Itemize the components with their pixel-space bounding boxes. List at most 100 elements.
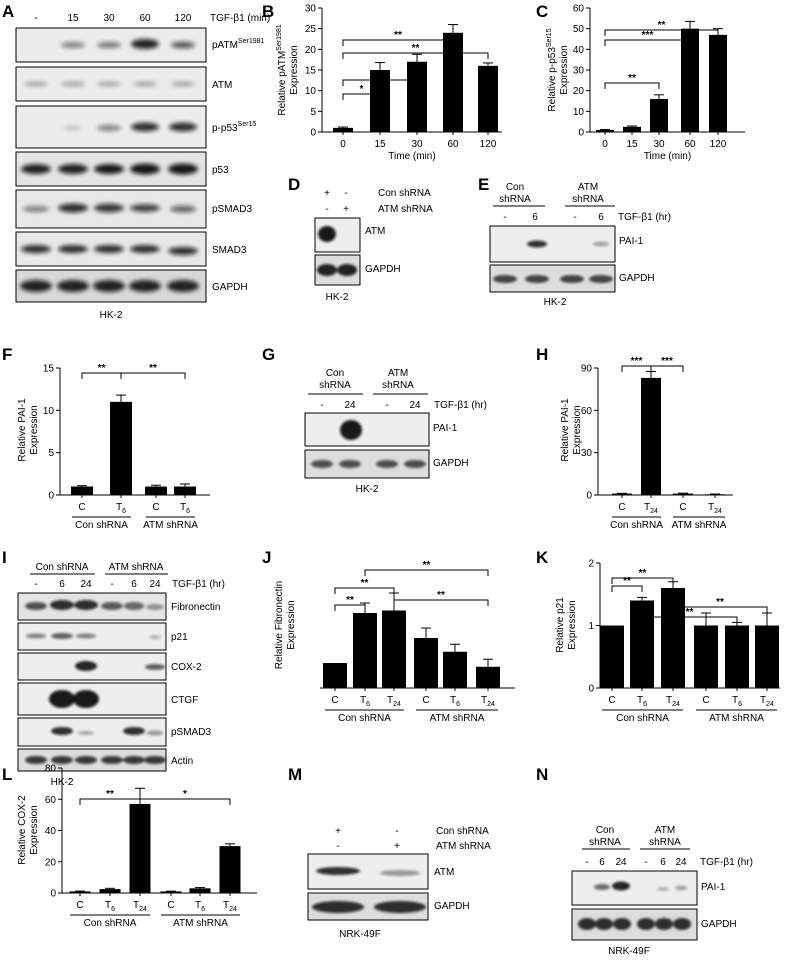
band xyxy=(97,42,121,48)
d-mark: - xyxy=(325,204,328,215)
bar-k xyxy=(630,600,654,688)
band xyxy=(50,600,74,610)
m-mark: + xyxy=(394,841,400,852)
bar-l xyxy=(69,891,91,893)
d-mark: - xyxy=(344,188,347,199)
band xyxy=(97,81,121,87)
band xyxy=(58,203,88,213)
band xyxy=(595,918,613,930)
significance-bracket-k xyxy=(672,606,768,613)
n-lane: 6 xyxy=(660,857,666,868)
cell-line-label-e: HK-2 xyxy=(544,297,567,308)
group-label-atm-j: ATM shRNA xyxy=(430,713,485,724)
cell-line-label-m: NRK-49F xyxy=(339,929,381,940)
band xyxy=(525,275,549,283)
i-lane: 24 xyxy=(80,579,92,590)
blot-label-n-gapdh: GAPDH xyxy=(701,919,737,930)
band xyxy=(339,460,361,468)
band xyxy=(25,756,47,764)
i-lane: 6 xyxy=(59,579,65,590)
x-axis-label-c: Time (min) xyxy=(644,151,691,162)
y-tick-label-h: 90 xyxy=(581,364,593,375)
y-tick-label-c: 20 xyxy=(573,86,585,97)
i-lane: - xyxy=(110,579,113,590)
e-lane: - xyxy=(573,212,576,223)
x-tick-label-j: T6 xyxy=(450,695,460,708)
n-group-con-1: Con xyxy=(596,825,614,836)
significance-bracket-k xyxy=(611,585,643,592)
x-tick-label-l: T24 xyxy=(133,900,147,913)
significance-bracket-k xyxy=(611,577,674,584)
panel-letter-h: H xyxy=(536,345,548,364)
n-group-atm-2: shRNA xyxy=(649,837,681,848)
band xyxy=(58,245,88,253)
blot-label-m-atm: ATM xyxy=(434,867,454,878)
x-tick-label-l: T6 xyxy=(195,900,205,913)
significance-label-h: *** xyxy=(661,356,673,367)
y-tick-label-b: 30 xyxy=(305,4,317,15)
significance-bracket-k xyxy=(641,616,738,623)
treatment-label-n: TGF-β1 (hr) xyxy=(700,857,753,868)
blot-label-i-p21: p21 xyxy=(171,632,188,643)
blot-label-i-psmad3: pSMAD3 xyxy=(171,727,211,738)
bar-h xyxy=(612,493,632,495)
x-tick-label-c: 0 xyxy=(602,139,608,150)
bar-f xyxy=(174,486,196,495)
blot-label-a-pp53: p-p53Ser15 xyxy=(212,121,256,134)
y-tick-label-b: 15 xyxy=(305,66,317,77)
band xyxy=(316,867,360,875)
y-tick-label-f: 0 xyxy=(48,491,54,502)
group-label-con-k: Con shRNA xyxy=(616,713,669,724)
band xyxy=(123,756,145,764)
cell-line-label-d: HK-2 xyxy=(326,292,349,303)
group-label-atm-k: ATM shRNA xyxy=(709,713,764,724)
group-label-atm-f: ATM shRNA xyxy=(143,520,198,531)
significance-bracket-c xyxy=(604,29,719,36)
panel-letter-m: M xyxy=(288,765,302,784)
significance-label-c: ** xyxy=(628,73,636,84)
x-tick-label-h: C xyxy=(618,502,625,513)
significance-label-c: *** xyxy=(642,30,654,41)
panel-m-blot: + - Con shRNA - + ATM shRNA ATM GAPDH NR… xyxy=(307,826,491,940)
significance-label-b: ** xyxy=(412,43,420,54)
y-tick-label-f: 15 xyxy=(43,364,55,375)
band xyxy=(673,918,691,930)
x-axis-label-b: Time (min) xyxy=(388,151,435,162)
y-tick-label-c: 50 xyxy=(573,24,585,35)
blot-label-d-gapdh: GAPDH xyxy=(365,264,401,275)
g-group-atm-2: shRNA xyxy=(382,380,414,391)
lane-label-a-2: 30 xyxy=(103,13,115,24)
n-lane: 24 xyxy=(675,857,687,868)
band xyxy=(168,247,198,255)
panel-letter-e: E xyxy=(478,175,489,194)
n-group-atm-1: ATM xyxy=(655,825,675,836)
significance-bracket-b xyxy=(342,79,418,86)
band xyxy=(578,918,596,930)
panel-a-blot: - 15 30 60 120 TGF-β1 (min) xyxy=(15,13,270,321)
significance-label-h: *** xyxy=(631,356,643,367)
bar-k xyxy=(725,625,749,688)
bar-j xyxy=(443,651,467,688)
significance-label-j: ** xyxy=(361,578,369,589)
g-lane: - xyxy=(385,400,388,411)
x-tick-label-k: C xyxy=(702,695,709,706)
i-lane: 6 xyxy=(131,579,137,590)
bar-j xyxy=(353,613,377,688)
bar-b xyxy=(370,70,390,132)
band xyxy=(593,241,609,247)
g-lane: - xyxy=(320,400,323,411)
y-axis-label-h: Relative PAI-1Expression xyxy=(560,398,583,462)
band xyxy=(168,163,198,175)
significance-bracket-j xyxy=(334,604,366,611)
band xyxy=(51,727,73,735)
y-tick-label-h: 60 xyxy=(581,406,593,417)
band xyxy=(58,164,88,174)
panel-i-blot: Con shRNA ATM shRNA - 6 24 - 6 24 TGF-β1… xyxy=(17,562,225,788)
bar-l xyxy=(160,891,182,893)
band xyxy=(657,887,669,891)
blot-label-i-cox2: COX-2 xyxy=(171,662,202,673)
y-axis-label-j: Relative FibronectinExpression xyxy=(274,581,297,669)
treatment-label-e: TGF-β1 (hr) xyxy=(618,212,671,223)
band xyxy=(24,81,48,87)
group-label-con-j: Con shRNA xyxy=(338,713,391,724)
